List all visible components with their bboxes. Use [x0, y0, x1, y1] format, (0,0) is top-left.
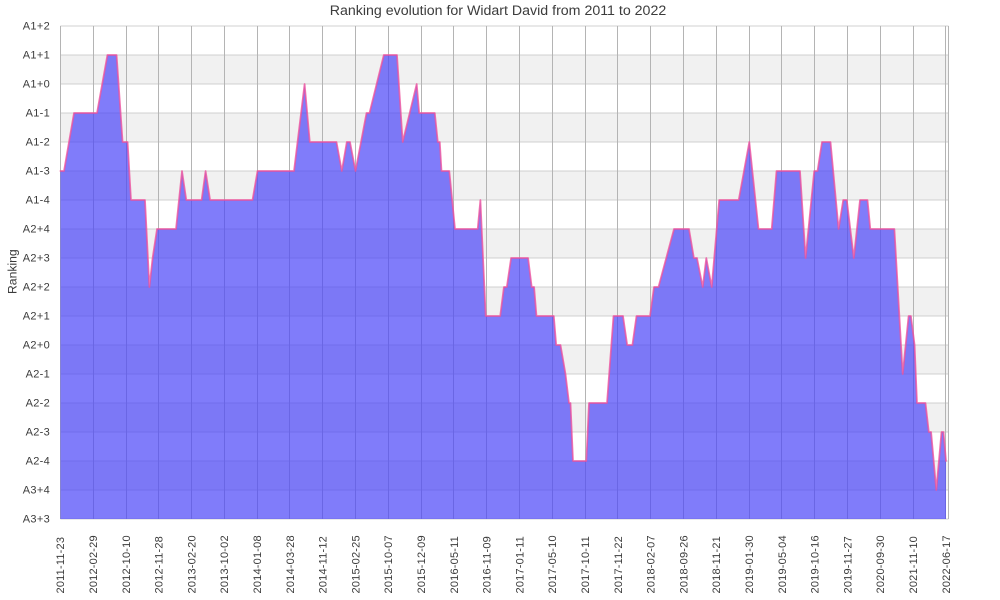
svg-text:2014-01-08: 2014-01-08: [252, 535, 264, 593]
svg-text:A2-1: A2-1: [26, 369, 50, 381]
svg-text:A1+0: A1+0: [23, 79, 50, 91]
svg-text:2019-01-30: 2019-01-30: [744, 535, 756, 593]
svg-text:2020-09-30: 2020-09-30: [875, 535, 887, 593]
svg-text:2013-02-20: 2013-02-20: [186, 535, 198, 593]
svg-text:2013-10-02: 2013-10-02: [219, 535, 231, 593]
svg-text:2018-02-07: 2018-02-07: [646, 535, 658, 593]
svg-text:2019-11-27: 2019-11-27: [842, 536, 854, 593]
svg-text:A2+1: A2+1: [23, 311, 50, 323]
svg-text:A3+4: A3+4: [23, 485, 50, 497]
svg-text:A2-4: A2-4: [26, 456, 50, 468]
svg-text:Ranking evolution for Widart D: Ranking evolution for Widart David from …: [330, 3, 667, 19]
svg-text:2011-11-23: 2011-11-23: [55, 537, 67, 594]
svg-text:A1-3: A1-3: [26, 166, 50, 178]
svg-text:2016-11-09: 2016-11-09: [482, 536, 494, 593]
svg-text:A1-2: A1-2: [26, 137, 50, 149]
svg-text:2012-02-29: 2012-02-29: [88, 535, 100, 593]
svg-text:A2+3: A2+3: [23, 253, 50, 265]
svg-text:2014-03-28: 2014-03-28: [285, 535, 297, 593]
svg-text:A1+2: A1+2: [23, 21, 50, 33]
svg-text:2012-11-28: 2012-11-28: [154, 536, 166, 593]
svg-text:A2+0: A2+0: [23, 340, 50, 352]
svg-text:A1-4: A1-4: [26, 195, 50, 207]
svg-text:2015-10-07: 2015-10-07: [383, 535, 395, 593]
svg-text:2015-02-25: 2015-02-25: [350, 535, 362, 593]
svg-text:2018-11-21: 2018-11-21: [711, 536, 723, 593]
svg-text:A2-2: A2-2: [26, 398, 50, 410]
svg-text:2014-11-12: 2014-11-12: [318, 536, 330, 593]
svg-text:A1+1: A1+1: [23, 50, 50, 62]
svg-text:2022-06-17: 2022-06-17: [941, 535, 953, 593]
svg-text:2017-01-11: 2017-01-11: [514, 536, 526, 593]
svg-text:A3+3: A3+3: [23, 514, 50, 526]
svg-text:2017-10-11: 2017-10-11: [580, 536, 592, 593]
svg-text:2019-05-04: 2019-05-04: [777, 535, 789, 593]
svg-text:2021-11-10: 2021-11-10: [908, 536, 920, 593]
svg-text:A2+4: A2+4: [23, 224, 50, 236]
svg-text:2017-05-10: 2017-05-10: [547, 535, 559, 593]
svg-text:A2+2: A2+2: [23, 282, 50, 294]
svg-text:A2-3: A2-3: [26, 427, 50, 439]
svg-text:2019-10-16: 2019-10-16: [810, 535, 822, 593]
svg-text:Ranking: Ranking: [6, 249, 20, 294]
svg-text:A1-1: A1-1: [26, 108, 50, 120]
svg-text:2015-12-09: 2015-12-09: [416, 535, 428, 593]
svg-text:2016-05-11: 2016-05-11: [449, 536, 461, 593]
svg-text:2017-11-22: 2017-11-22: [613, 536, 625, 593]
svg-text:2018-09-26: 2018-09-26: [678, 535, 690, 593]
svg-text:2012-10-10: 2012-10-10: [121, 535, 133, 593]
